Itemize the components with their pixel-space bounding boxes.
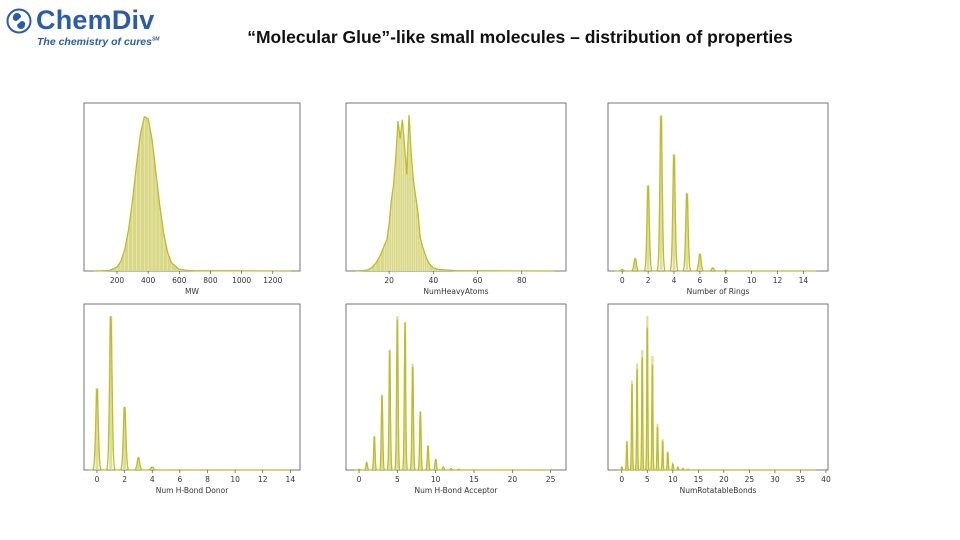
histogram-bar <box>672 154 676 271</box>
x-tick-label: 1200 <box>263 276 282 285</box>
x-tick-label: 40 <box>429 276 439 285</box>
histogram-bar <box>633 258 637 271</box>
x-tick-label: 10 <box>668 475 678 484</box>
x-tick-label: 20 <box>508 475 518 484</box>
x-tick-label: 20 <box>719 475 729 484</box>
histogram-bar <box>380 394 384 470</box>
x-tick-label: 5 <box>395 475 400 484</box>
histogram-bar <box>123 406 127 470</box>
density-line <box>614 116 817 272</box>
x-tick-label: 2 <box>646 276 651 285</box>
x-tick-label: 30 <box>770 475 780 484</box>
x-tick-label: 0 <box>619 475 624 484</box>
histogram-bar <box>388 349 391 470</box>
x-tick-label: 8 <box>723 276 728 285</box>
x-axis-label: NumHeavyAtoms <box>423 287 488 296</box>
x-tick-label: 5 <box>645 475 650 484</box>
histogram-bar <box>365 462 368 470</box>
histogram-bar <box>711 267 715 271</box>
x-tick-label: 60 <box>473 276 483 285</box>
x-tick-label: 40 <box>821 475 831 484</box>
chart-5: 0 5 10 15 20 25 Num H-Bond Acceptor <box>345 303 567 495</box>
slide-title: “Molecular Glue”-like small molecules – … <box>247 27 793 47</box>
x-tick-label: 10 <box>230 475 240 484</box>
x-tick-label: 15 <box>469 475 479 484</box>
x-tick-label: 4 <box>150 475 155 484</box>
x-tick-label: 6 <box>177 475 182 484</box>
x-tick-label: 25 <box>546 475 556 484</box>
x-tick-label: 400 <box>141 276 156 285</box>
chart-3: 0 2 4 6 8 10 12 14 Number of Rings <box>607 102 829 296</box>
x-tick-label: 35 <box>796 475 806 484</box>
chemdiv-logo-mark-icon <box>6 8 32 34</box>
x-tick-label: 12 <box>773 276 783 285</box>
histogram-bar <box>419 411 422 470</box>
x-tick-label: 12 <box>258 475 268 484</box>
x-tick-label: 0 <box>357 475 362 484</box>
histogram-bar <box>109 316 113 470</box>
x-tick-label: 25 <box>745 475 755 484</box>
x-tick-label: 4 <box>672 276 677 285</box>
x-tick-label: 15 <box>694 475 704 484</box>
histogram-bar <box>95 388 99 470</box>
x-tick-label: 0 <box>95 475 100 484</box>
density-line <box>618 327 816 471</box>
plot-frame <box>83 102 301 272</box>
x-tick-label: 20 <box>384 276 394 285</box>
x-tick-label: 14 <box>799 276 809 285</box>
x-tick-label: 6 <box>697 276 702 285</box>
chemdiv-logo: ChemDiv The chemistry of curesSM <box>4 5 184 50</box>
histogram-bar <box>411 363 414 470</box>
logo-tagline: The chemistry of curesSM <box>37 36 159 48</box>
histogram-bar <box>426 445 430 470</box>
chart-1: 200 400 600 800 1000 1200 MW <box>83 102 301 296</box>
x-axis-label: MW <box>185 287 199 296</box>
histogram-bar <box>646 185 650 271</box>
x-tick-label: 10 <box>747 276 757 285</box>
chart-2: 20 40 60 80 NumHeavyAtoms <box>345 102 567 296</box>
histogram-bar <box>136 457 140 470</box>
chart-6: 0 5 10 15 20 25 30 35 40 NumRotatableBonds <box>607 303 831 495</box>
x-tick-label: 80 <box>517 276 527 285</box>
x-tick-label: 10 <box>431 475 441 484</box>
density-area <box>93 116 292 271</box>
logo-name: ChemDiv <box>36 5 155 35</box>
x-tick-label: 600 <box>172 276 187 285</box>
x-tick-label: 8 <box>205 475 210 484</box>
density-line <box>355 114 555 272</box>
chart-4: 0 2 4 6 8 10 12 14 Num H-Bond Donor <box>83 303 301 495</box>
x-axis-label: Num H-Bond Acceptor <box>415 486 499 495</box>
plot-frame <box>83 303 301 471</box>
x-tick-label: 1000 <box>232 276 251 285</box>
logo-service-mark: SM <box>151 36 160 43</box>
plot-frame <box>607 303 829 471</box>
x-axis-label: Number of Rings <box>687 287 750 296</box>
x-tick-label: 0 <box>620 276 625 285</box>
plot-frame <box>345 303 567 471</box>
x-tick-label: 14 <box>286 475 296 484</box>
plot-frame <box>607 102 829 272</box>
x-tick-label: 2 <box>122 475 127 484</box>
histogram-bar <box>403 322 407 470</box>
density-line <box>88 316 291 471</box>
logo-tagline-text: The chemistry of cures <box>37 36 152 48</box>
histogram-bar <box>150 466 154 470</box>
x-tick-label: 800 <box>203 276 218 285</box>
histogram-bar <box>685 193 689 271</box>
histogram-bar <box>434 459 437 470</box>
x-axis-label: Num H-Bond Donor <box>156 486 229 495</box>
histogram-bar <box>442 466 445 470</box>
histogram-bar <box>620 269 624 271</box>
plot-frame <box>345 102 567 272</box>
density-line <box>354 319 551 471</box>
histogram-bar <box>659 115 663 271</box>
density-line <box>93 115 292 272</box>
x-tick-label: 200 <box>110 276 125 285</box>
density-area <box>355 115 555 271</box>
histogram-bar <box>698 253 702 271</box>
x-axis-label: NumRotatableBonds <box>680 486 757 495</box>
histogram-bar <box>373 436 376 470</box>
histogram-bar <box>396 316 399 470</box>
